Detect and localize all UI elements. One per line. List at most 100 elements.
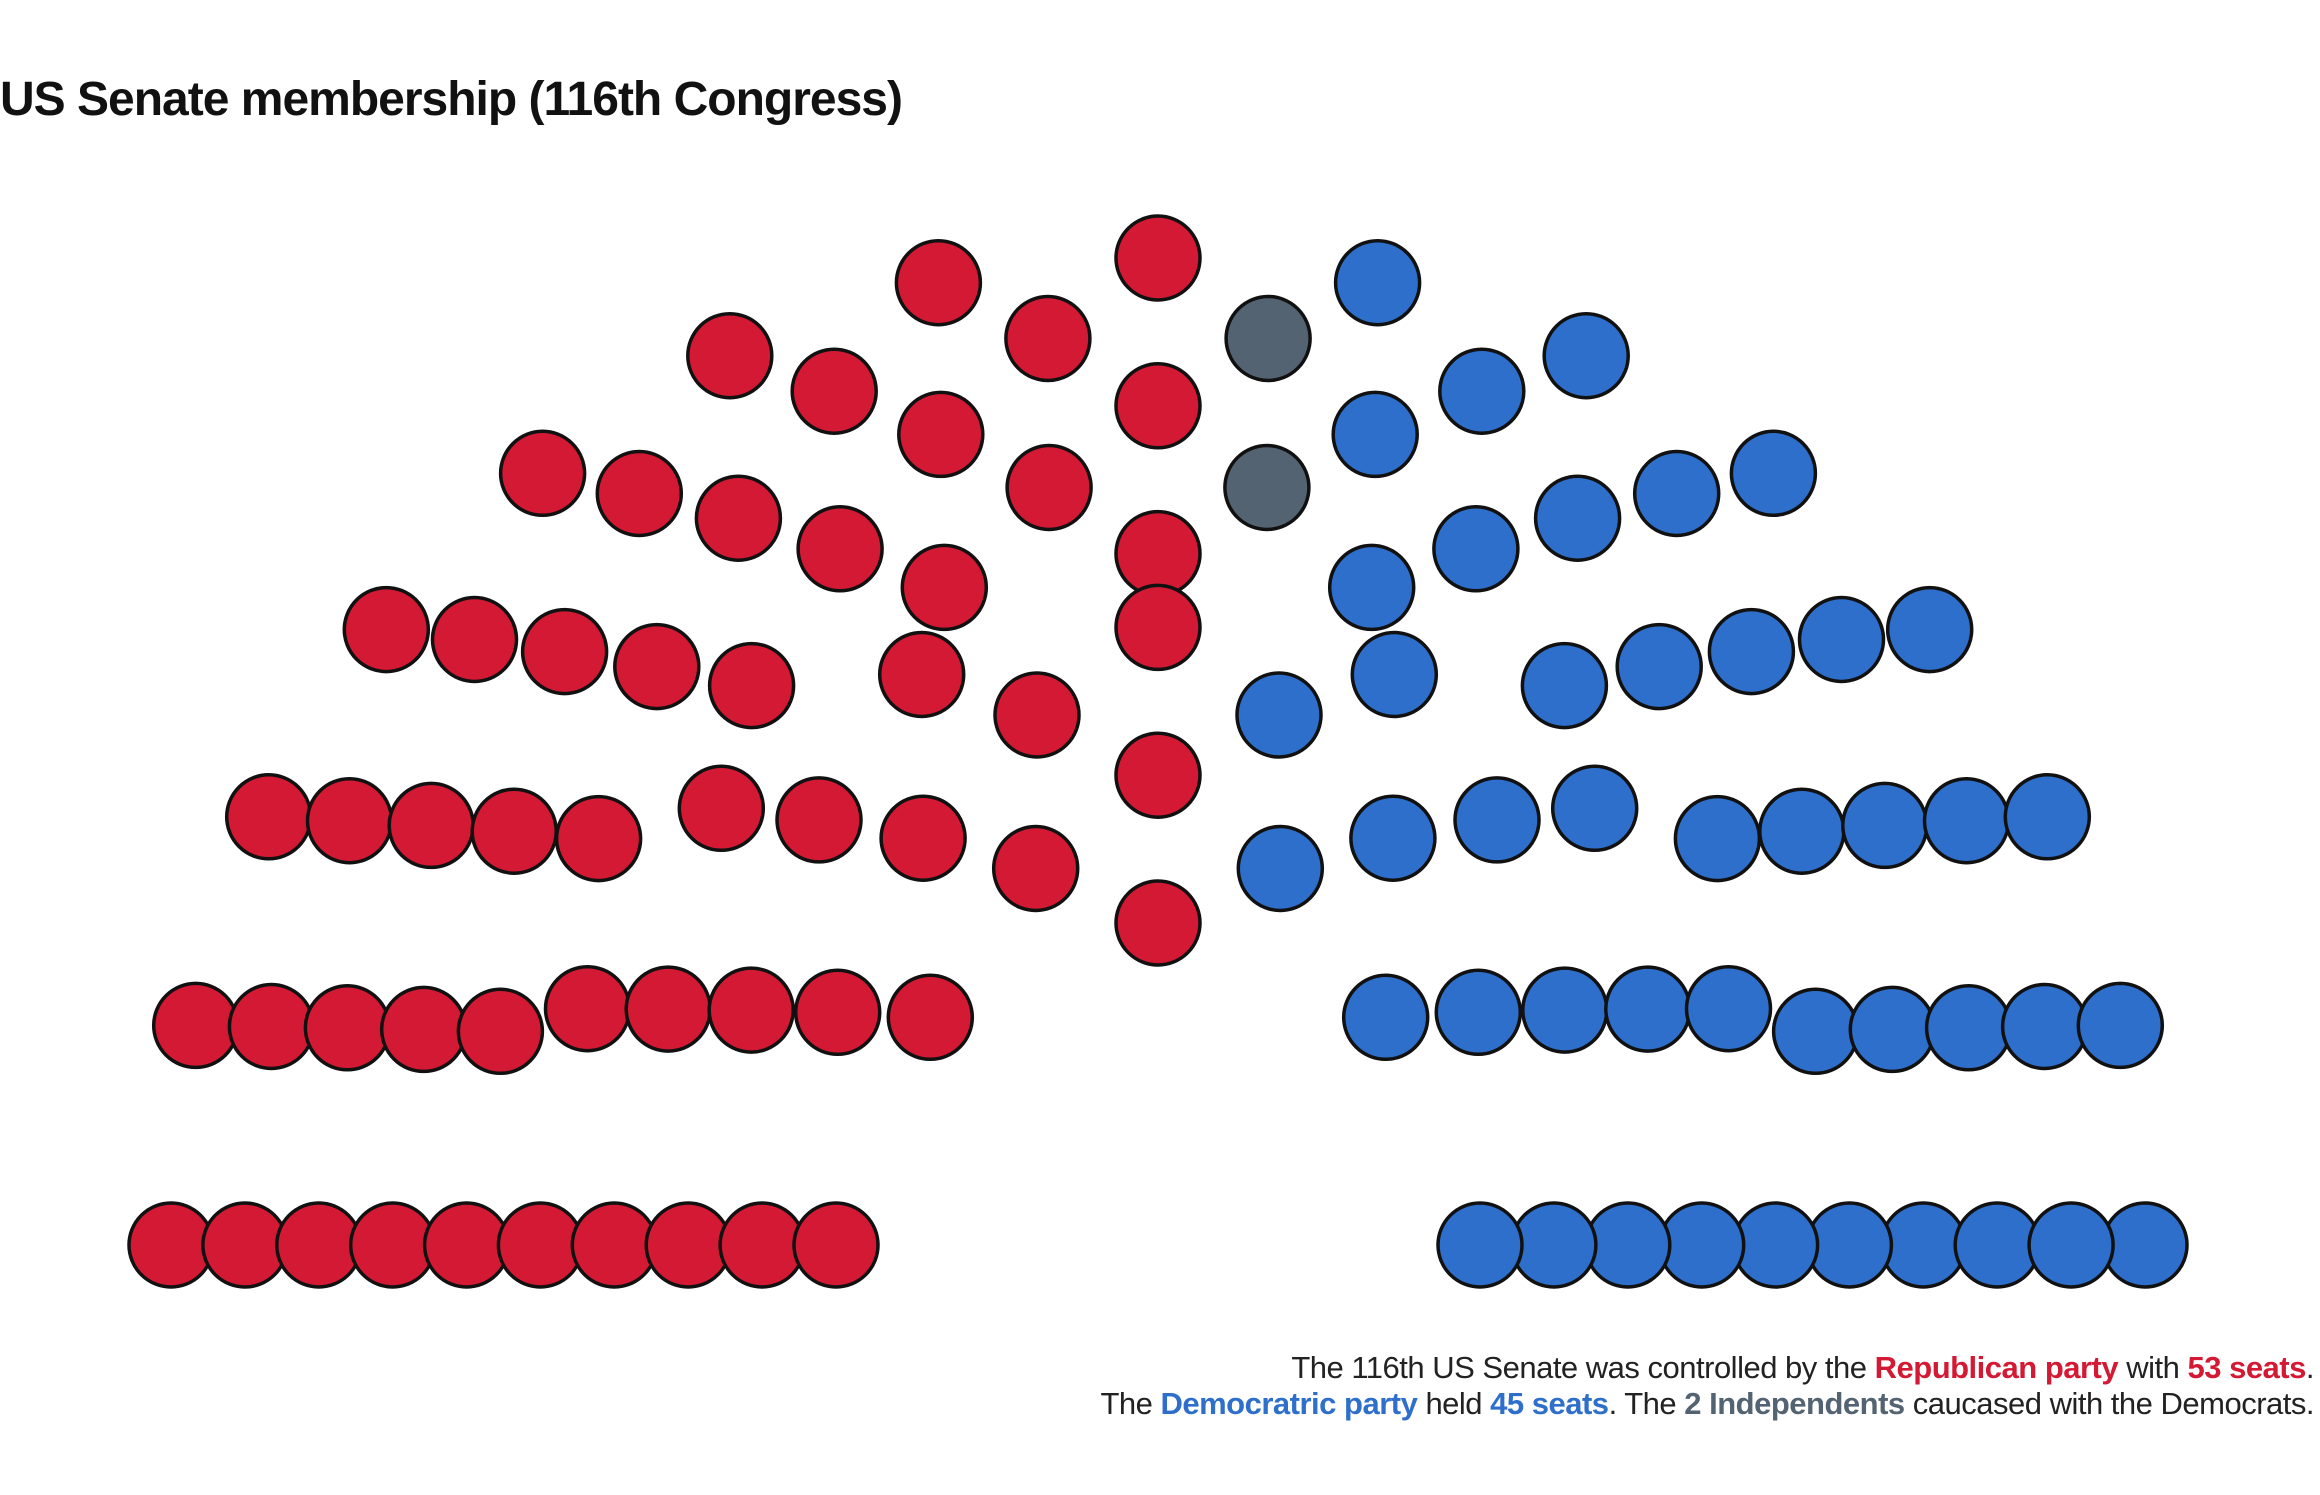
caption-republican-seats: 53 seats (2187, 1350, 2306, 1385)
seat-marker (1885, 585, 1974, 674)
seat-marker (2000, 982, 2089, 1071)
seat-marker (1520, 641, 1609, 730)
seat-marker (1235, 671, 1323, 759)
seat-marker (342, 585, 431, 674)
seat-marker (792, 1201, 880, 1289)
seat-marker (677, 764, 766, 853)
seat-marker (1004, 294, 1092, 383)
seat-marker (1684, 964, 1773, 1053)
seat-marker (1771, 987, 1860, 1076)
seat-marker (1841, 781, 1929, 870)
seat-marker (303, 984, 392, 1072)
seat-marker (1114, 731, 1202, 819)
caption-republican-party: Republican party (1874, 1350, 2119, 1385)
seat-marker (1604, 965, 1692, 1053)
seat-marker (520, 607, 609, 696)
seat-marker (498, 429, 587, 518)
seat-marker (456, 987, 545, 1076)
seat-marker (790, 347, 878, 435)
seat-marker (686, 311, 774, 400)
caption-democratic-seats: 45 seats (1490, 1386, 1609, 1421)
seat-marker (1432, 505, 1520, 593)
seat-marker (470, 787, 558, 875)
seat-marker (707, 641, 796, 730)
seat-marker (1632, 449, 1721, 538)
seat-marker (1114, 362, 1202, 450)
seat-marker (1341, 973, 1430, 1062)
seat-marker (1434, 968, 1523, 1057)
seat-marker (1438, 347, 1526, 435)
seat-marker (201, 1201, 289, 1289)
chart-title: US Senate membership (116th Congress) (0, 73, 903, 126)
seat-marker (595, 449, 684, 538)
seat-marker (1114, 509, 1202, 598)
seat-marker (1848, 985, 1937, 1074)
seat-marker (1114, 583, 1202, 672)
seat-marker (1350, 630, 1439, 719)
seat-marker (305, 776, 394, 865)
seat-marker (496, 1201, 585, 1289)
chart-caption: The 116th US Senate was controlled by th… (1100, 1350, 2314, 1422)
seat-marker (151, 981, 240, 1070)
seat-marker (1731, 1201, 1820, 1289)
caption-text: . The (1608, 1386, 1685, 1421)
seat-marker (793, 968, 882, 1057)
seat-marker (224, 773, 313, 861)
seat-marker (1114, 879, 1202, 967)
seat-marker (694, 474, 783, 562)
seat-marker (624, 965, 712, 1053)
caption-text: . (2305, 1350, 2315, 1385)
caption-independents: 2 Independents (1684, 1386, 1905, 1421)
seat-marker (1657, 1201, 1746, 1289)
seat-marker (1510, 1201, 1598, 1289)
seat-marker (1223, 443, 1311, 532)
seat-marker (227, 982, 316, 1071)
seat-marker (1333, 238, 1422, 327)
seat-marker (718, 1201, 806, 1289)
seat-marker (1615, 622, 1703, 711)
seat-marker (1327, 543, 1416, 632)
seat-marker (1797, 595, 1886, 684)
seat-marker (707, 966, 795, 1054)
seat-marker (275, 1201, 363, 1289)
seat-marker (1224, 294, 1312, 383)
seat-marker (1673, 794, 1762, 883)
seat-marker (1542, 311, 1630, 400)
seat-marker (1922, 776, 2011, 865)
seat-marker (1331, 390, 1419, 479)
seat-marker (2027, 1201, 2115, 1289)
seat-marker (1924, 984, 2013, 1072)
seat-marker (1953, 1201, 2041, 1289)
seat-marker (1758, 787, 1846, 875)
seat-marker (1707, 607, 1796, 696)
seat-marker (1236, 824, 1325, 913)
seat-marker (991, 824, 1080, 913)
caption-text: held (1417, 1386, 1491, 1421)
seat-marker (422, 1201, 511, 1289)
seat-marker (993, 671, 1081, 759)
seat-marker (900, 543, 989, 632)
seat-marker (1521, 966, 1609, 1054)
seat-marker (348, 1201, 437, 1289)
seat-marker (1349, 794, 1437, 882)
seat-marker (1533, 474, 1622, 562)
seat-marker (570, 1201, 659, 1289)
seat-marker (127, 1201, 215, 1289)
seat-marker (554, 794, 643, 883)
seat-marker (1005, 443, 1093, 532)
caption-text: with (2118, 1350, 2188, 1385)
seat-marker (1550, 764, 1639, 853)
seat-marker (1453, 776, 1541, 864)
seat-marker (1114, 214, 1202, 302)
seat-marker (877, 630, 966, 719)
caption-text: The 116th US Senate was controlled by th… (1291, 1350, 1875, 1385)
caption-line-1: The 116th US Senate was controlled by th… (1100, 1350, 2314, 1386)
seat-marker (897, 390, 985, 479)
seat-marker (1729, 429, 1818, 518)
seat-marker (1805, 1201, 1894, 1289)
seat-marker (613, 622, 701, 711)
seat-marker (379, 985, 468, 1074)
seat-marker (796, 505, 884, 593)
seat-marker (2003, 773, 2092, 861)
